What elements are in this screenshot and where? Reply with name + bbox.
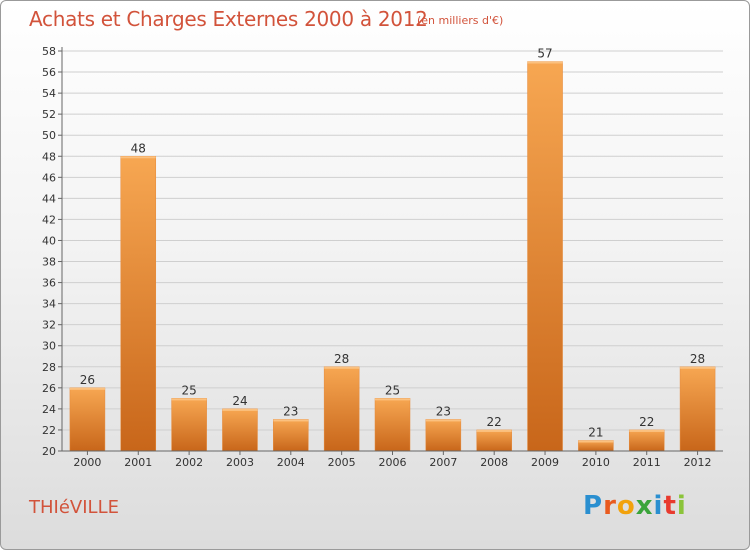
bar-2008	[476, 429, 512, 452]
bar-2005	[323, 366, 360, 452]
y-tick-label: 20	[42, 445, 56, 458]
bar-2004	[273, 419, 309, 452]
bar-highlight	[69, 387, 105, 390]
y-tick-label: 40	[42, 234, 56, 247]
bar-highlight	[476, 429, 512, 432]
bar-highlight	[578, 440, 614, 443]
x-tick-label-2000: 2000	[73, 456, 101, 469]
bar-2009	[527, 61, 563, 452]
y-tick-label: 28	[42, 361, 56, 374]
bar-highlight	[680, 366, 716, 369]
value-label-2006: 25	[385, 383, 400, 397]
y-tick-label: 30	[42, 340, 56, 353]
chart-subtitle: (en milliers d'€)	[417, 14, 504, 27]
value-label-2009: 57	[537, 47, 552, 61]
value-label-2010: 21	[588, 425, 603, 439]
y-tick-label: 54	[42, 87, 56, 100]
x-tick-label-2001: 2001	[124, 456, 152, 469]
bar-highlight	[171, 398, 207, 401]
bar-highlight	[375, 398, 410, 401]
value-label-2000: 26	[80, 373, 95, 387]
value-label-2002: 25	[181, 383, 196, 397]
bar-2012	[679, 366, 716, 452]
y-tick-label: 46	[42, 171, 56, 184]
y-tick-label: 38	[42, 256, 56, 269]
bar-2007	[425, 419, 462, 452]
y-tick-label: 22	[42, 424, 56, 437]
bar-highlight	[527, 61, 563, 64]
labels: 20 22 24 26 28 30 32 34 36 38 40 42 44 46 48 50 52 54 56 58…	[42, 45, 712, 469]
y-tick-label: 36	[42, 277, 56, 290]
town-name: THIéVILLE	[29, 497, 119, 518]
x-tick-label-2003: 2003	[226, 456, 254, 469]
bar-highlight	[273, 419, 309, 422]
value-label-2004: 23	[283, 404, 298, 418]
bar-highlight	[222, 408, 258, 411]
bar-highlight	[120, 156, 156, 159]
value-label-2003: 24	[232, 394, 247, 408]
x-tick-label-2011: 2011	[633, 456, 661, 469]
x-tick-label-2010: 2010	[582, 456, 610, 469]
value-label-2011: 22	[639, 415, 654, 429]
x-tick-label-2012: 2012	[684, 456, 712, 469]
proxiti-logo[interactable]: Proxiti	[583, 491, 687, 521]
y-tick-label: 24	[42, 403, 56, 416]
bar-highlight	[629, 429, 665, 432]
y-tick-label: 52	[42, 108, 56, 121]
x-tick-label-2006: 2006	[379, 456, 407, 469]
value-label-2001: 48	[131, 141, 146, 155]
y-tick-label: 56	[42, 66, 56, 79]
value-label-2007: 23	[436, 404, 451, 418]
bar-2006	[374, 398, 411, 452]
x-tick-label-2002: 2002	[175, 456, 203, 469]
y-tick-label: 26	[42, 382, 56, 395]
y-tick-label: 34	[42, 298, 56, 311]
bar-2011	[628, 429, 665, 452]
y-tick-label: 58	[42, 45, 56, 58]
bar-highlight	[324, 366, 360, 369]
bar-2003	[222, 408, 258, 452]
value-label-2008: 22	[487, 415, 502, 429]
x-tick-label-2008: 2008	[480, 456, 508, 469]
bar-2002	[171, 398, 207, 452]
value-label-2005: 28	[334, 352, 349, 366]
y-tick-label: 44	[42, 192, 56, 205]
bar-2001	[120, 156, 157, 452]
value-label-2012: 28	[690, 352, 705, 366]
y-tick-label: 48	[42, 150, 56, 163]
x-tick-label-2004: 2004	[277, 456, 305, 469]
bar-highlight	[425, 419, 461, 422]
grid-lines	[62, 50, 723, 431]
bars	[69, 61, 716, 452]
axes	[58, 47, 723, 455]
x-tick-label-2005: 2005	[328, 456, 356, 469]
x-tick-label-2009: 2009	[531, 456, 559, 469]
chart-title: Achats et Charges Externes 2000 à 2012	[29, 7, 428, 31]
y-tick-label: 50	[42, 129, 56, 142]
y-tick-label: 42	[42, 213, 56, 226]
x-tick-label-2007: 2007	[429, 456, 457, 469]
bar-2000	[69, 387, 106, 452]
y-tick-label: 32	[42, 319, 56, 332]
